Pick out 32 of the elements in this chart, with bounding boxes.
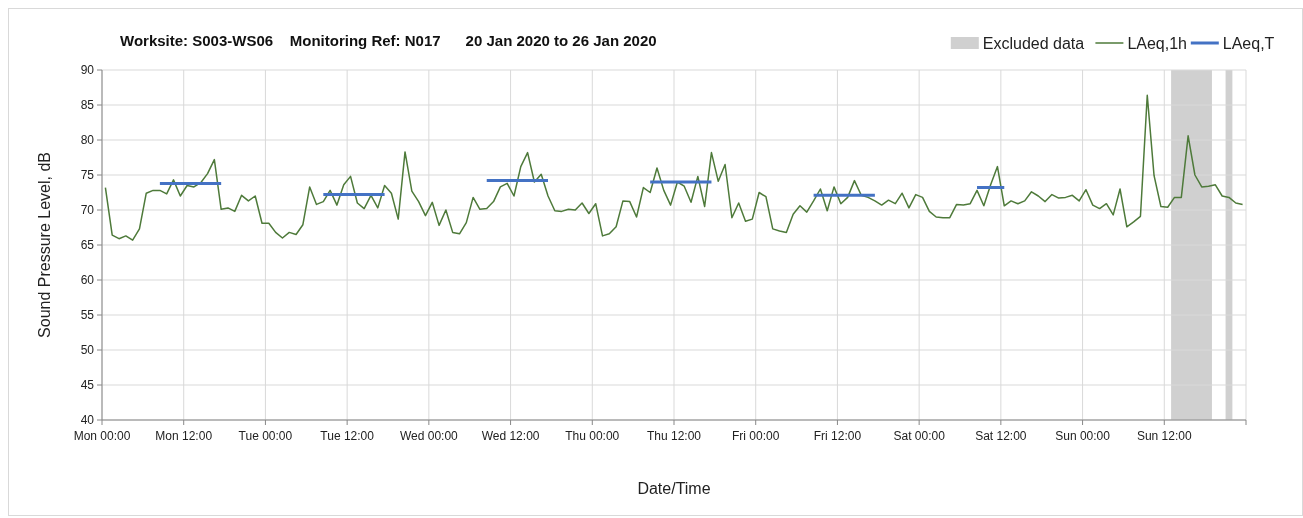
x-axis-title: Date/Time	[637, 480, 711, 497]
x-tick-label: Sat 12:00	[975, 429, 1027, 443]
x-tick-label: Tue 12:00	[320, 429, 375, 443]
y-tick-label: 80	[80, 133, 95, 147]
chart-title: Worksite: S003-WS06 Monitoring Ref: N017 20 Jan 2020 to 26 Jan 2020	[120, 32, 657, 49]
y-tick-label: 60	[80, 273, 95, 287]
x-tick-label: Fri 12:00	[813, 429, 862, 443]
legend-label: Excluded data	[982, 35, 1085, 52]
y-tick-label: 65	[80, 238, 95, 252]
x-tick-label: Wed 00:00	[399, 429, 459, 443]
y-axis-title: Sound Pressure Level, dB	[36, 152, 53, 338]
x-tick-label: Tue 00:00	[238, 429, 293, 443]
x-tick-label: Wed 12:00	[481, 429, 540, 443]
x-tick-label: Thu 00:00	[565, 429, 620, 443]
x-tick-label: Sun 00:00	[1055, 429, 1111, 443]
y-tick-label: 70	[80, 203, 95, 217]
x-tick-label: Sat 00:00	[893, 429, 946, 443]
x-tick-label: Mon 00:00	[73, 429, 131, 443]
y-tick-label: 50	[80, 343, 95, 357]
y-tick-label: 55	[80, 308, 95, 322]
y-tick-label: 90	[80, 63, 95, 77]
line-series	[104, 94, 1244, 241]
x-tick-label: Fri 00:00	[732, 429, 780, 443]
y-tick-label: 45	[80, 378, 95, 392]
y-tick-label: 85	[80, 98, 95, 112]
legend-label: LAeq,1h	[1127, 35, 1188, 52]
x-tick-label: Sun 12:00	[1136, 429, 1192, 443]
x-tick-label: Thu 12:00	[646, 429, 702, 443]
x-tick-label: Mon 12:00	[155, 429, 213, 443]
y-tick-label: 75	[80, 168, 95, 182]
y-tick-label: 40	[80, 413, 95, 427]
legend-label: LAeq,T	[1222, 35, 1275, 52]
